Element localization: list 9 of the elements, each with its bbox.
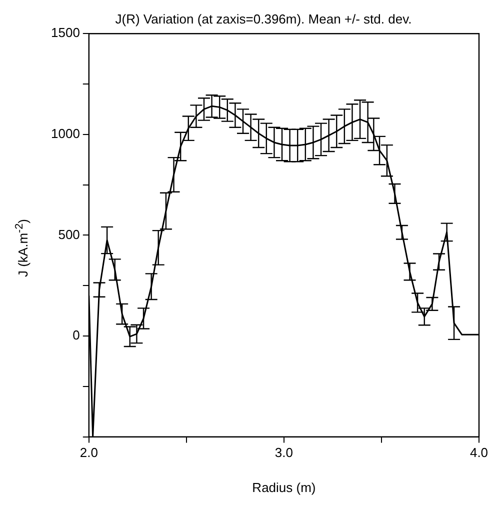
x-tick-label: 3.0 (274, 445, 293, 460)
y-tick-label: 1500 (51, 25, 80, 40)
y-tick-label: 1000 (51, 126, 80, 141)
y-tick-label: 0 (72, 328, 80, 343)
x-tick-label: 2.0 (80, 445, 98, 460)
x-tick-label: 4.0 (470, 445, 488, 460)
x-axis-title: Radius (m) (252, 480, 316, 495)
chart-title: J(R) Variation (at zaxis=0.396m). Mean +/- std. dev. (115, 11, 412, 26)
y-tick-label: 500 (58, 226, 80, 242)
